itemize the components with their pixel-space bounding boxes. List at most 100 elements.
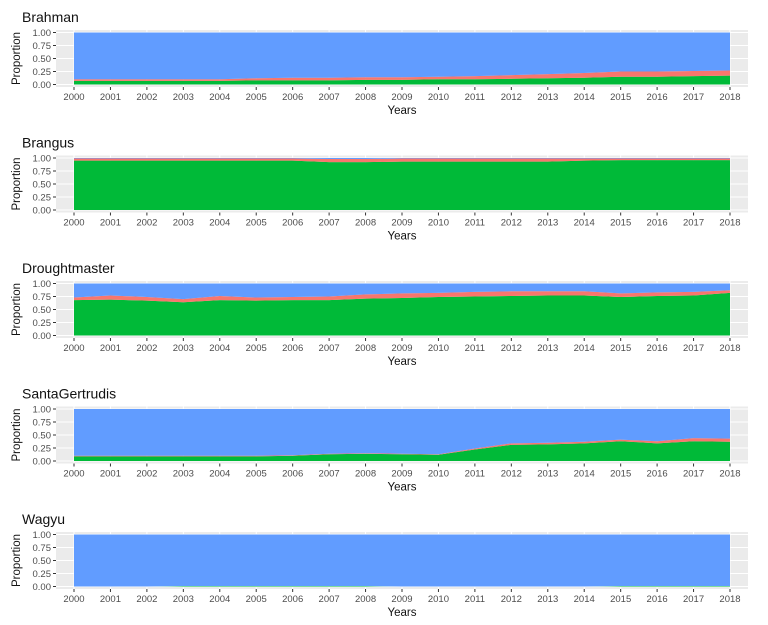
x-tick-label: 2007 (319, 343, 340, 354)
y-tick-label: 0.25 (33, 569, 52, 580)
panel-brahman: Brahman 0.00 0.25 0.50 0.75 1.00 2000 2001 2002 2… (11, 9, 748, 117)
panel-title: Droughtmaster (22, 260, 115, 276)
x-tick-label: 2008 (355, 343, 376, 354)
x-tick-label: 2015 (610, 594, 631, 605)
x-tick-label: 2011 (465, 469, 485, 480)
y-tick-label: 1.00 (33, 279, 52, 290)
x-tick-label: 2009 (391, 343, 412, 354)
y-tick-label: 1.00 (33, 153, 52, 164)
y-axis-title: Proportion (11, 32, 23, 85)
x-tick-label: 2005 (246, 343, 267, 354)
x-tick-label: 2013 (537, 218, 558, 229)
x-tick-label: 2007 (319, 92, 340, 103)
y-tick-label: 0.25 (33, 67, 52, 78)
x-tick-label: 2012 (501, 92, 522, 103)
x-tick-label: 2008 (355, 92, 376, 103)
x-tick-label: 2005 (246, 218, 267, 229)
x-tick-label: 2007 (319, 218, 340, 229)
y-tick-label: 0.75 (33, 543, 52, 554)
x-tick-label: 2010 (428, 218, 449, 229)
x-tick-label: 2003 (173, 594, 194, 605)
x-tick-label: 2004 (209, 218, 230, 229)
y-tick-label: 0.50 (33, 179, 52, 190)
area-series-blue (74, 409, 730, 456)
y-tick-label: 0.25 (33, 443, 52, 454)
x-tick-label: 2005 (246, 92, 267, 103)
panel-brangus: Brangus 0.00 0.25 0.50 0.75 1.00 2000 2001 2002 2… (11, 135, 748, 243)
x-tick-label: 2017 (683, 92, 704, 103)
x-tick-label: 2001 (100, 469, 121, 480)
x-tick-label: 2002 (136, 218, 157, 229)
x-tick-label: 2004 (209, 469, 230, 480)
y-tick-label: 1.00 (33, 404, 52, 415)
x-tick-label: 2010 (428, 343, 449, 354)
x-tick-label: 2015 (610, 92, 631, 103)
x-tick-label: 2013 (537, 92, 558, 103)
x-axis-title: Years (388, 356, 417, 368)
x-tick-label: 2000 (63, 343, 84, 354)
x-tick-label: 2007 (319, 469, 340, 480)
x-tick-label: 2014 (574, 469, 595, 480)
x-tick-label: 2009 (391, 92, 412, 103)
y-tick-label: 0.75 (33, 41, 52, 52)
x-tick-label: 2001 (100, 343, 121, 354)
y-tick-label: 0.25 (33, 192, 52, 203)
panel-title: Brangus (22, 135, 74, 151)
x-tick-label: 2016 (647, 92, 668, 103)
x-tick-label: 2000 (63, 92, 84, 103)
y-axis-title: Proportion (11, 408, 23, 461)
x-tick-label: 2016 (647, 594, 668, 605)
x-tick-label: 2006 (282, 594, 303, 605)
x-tick-label: 2012 (501, 469, 522, 480)
x-tick-label: 2010 (428, 469, 449, 480)
y-tick-label: 1.00 (33, 530, 52, 541)
x-tick-label: 2000 (63, 594, 84, 605)
x-tick-label: 2005 (246, 594, 267, 605)
x-tick-label: 2000 (63, 218, 84, 229)
x-tick-label: 2009 (391, 594, 412, 605)
panel-title: Brahman (22, 9, 79, 25)
y-axis-title: Proportion (11, 157, 23, 210)
x-tick-label: 2006 (282, 92, 303, 103)
x-tick-label: 2017 (683, 218, 704, 229)
x-tick-label: 2016 (647, 469, 668, 480)
x-tick-label: 2003 (173, 469, 194, 480)
x-tick-label: 2002 (136, 343, 157, 354)
x-tick-label: 2011 (465, 92, 485, 103)
x-axis-title: Years (388, 231, 417, 243)
y-tick-label: 0.50 (33, 556, 52, 567)
x-tick-label: 2018 (719, 594, 740, 605)
area-series-red (74, 158, 730, 163)
x-axis-title: Years (388, 607, 417, 619)
x-tick-label: 2015 (610, 343, 631, 354)
x-tick-label: 2016 (647, 218, 668, 229)
x-tick-label: 2001 (100, 594, 121, 605)
x-tick-label: 2018 (719, 469, 740, 480)
x-tick-label: 2009 (391, 218, 412, 229)
x-tick-label: 2004 (209, 594, 230, 605)
x-tick-label: 2018 (719, 218, 740, 229)
x-tick-label: 2008 (355, 469, 376, 480)
y-tick-label: 0.00 (33, 205, 52, 216)
panel-santagertrudis: SantaGertrudis 0.00 0.25 0.50 0.75 1.00 2000 20… (11, 386, 748, 494)
y-tick-label: 0.25 (33, 318, 52, 329)
x-tick-label: 2008 (355, 218, 376, 229)
x-tick-label: 2013 (537, 594, 558, 605)
y-axis-title: Proportion (11, 534, 23, 587)
x-tick-label: 2004 (209, 92, 230, 103)
y-tick-label: 0.50 (33, 430, 52, 441)
x-tick-label: 2010 (428, 594, 449, 605)
x-tick-label: 2012 (501, 218, 522, 229)
area-series-red (74, 290, 730, 303)
y-tick-label: 0.00 (33, 331, 52, 342)
x-tick-label: 2017 (683, 594, 704, 605)
area-series-green (74, 585, 730, 587)
panel-wagyu: Wagyu 0.00 0.25 0.50 0.75 1.00 2000 2001 2002 200… (11, 511, 748, 619)
x-tick-label: 2005 (246, 469, 267, 480)
area-series-blue (74, 283, 730, 300)
area-series-blue (74, 158, 730, 160)
y-tick-label: 0.75 (33, 166, 52, 177)
y-tick-label: 0.75 (33, 417, 52, 428)
area-series-green (74, 160, 730, 210)
